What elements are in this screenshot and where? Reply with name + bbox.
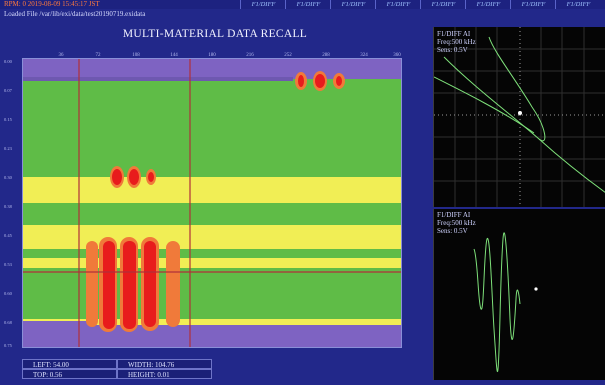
tab-channel-3[interactable]: F1/DIFF	[330, 0, 376, 9]
impedance-plane-scope[interactable]: F1/DIFF AI Freq:500 kHz Sens: 0.5V	[433, 27, 605, 207]
null-point-dot	[518, 111, 522, 115]
left-tick: 0.68	[4, 320, 12, 325]
left-tick: 0.07	[4, 88, 12, 93]
yellow-band-4	[23, 319, 401, 327]
top-tick: 288	[322, 53, 330, 58]
top-tick: 180	[208, 53, 216, 58]
tab-channel-8[interactable]: F1/DIFF	[555, 0, 601, 9]
left-tick: 0.75	[4, 343, 12, 348]
tab-channel-2[interactable]: F1/DIFF	[285, 0, 331, 9]
flaw-core	[129, 169, 139, 185]
tab-channel-7[interactable]: F1/DIFF	[510, 0, 556, 9]
flaw-core	[103, 241, 115, 329]
top-tick: 252	[284, 53, 292, 58]
c-scan-svg	[23, 59, 401, 347]
top-purple-band-edge	[23, 77, 293, 81]
yellow-band-3	[23, 258, 401, 268]
null-point-dot	[534, 287, 538, 291]
top-tick: 108	[132, 53, 140, 58]
rpm-timestamp-status: RPM: 0 2019-08-09 15:45:17 JST	[4, 0, 100, 8]
flaw-core	[148, 172, 154, 182]
bottom-purple-band	[23, 325, 401, 347]
flaw-core	[123, 241, 136, 329]
channel-tab-bar: F1/DIFF F1/DIFF F1/DIFF F1/DIFF F1/DIFF …	[240, 0, 605, 9]
flaw-core	[298, 75, 304, 87]
scope-top-svg	[433, 27, 605, 207]
readout-width: WIDTH: 104.76	[117, 359, 212, 369]
scope-bottom-freq: Freq:500 kHz	[437, 219, 476, 227]
flaw-core	[315, 74, 325, 88]
left-tick: 0.00	[4, 59, 12, 64]
flaw-core	[144, 241, 156, 327]
left-tick: 0.15	[4, 117, 12, 122]
left-tick: 0.38	[4, 204, 12, 209]
lissajous-trace-tail	[538, 138, 605, 193]
tab-channel-6[interactable]: F1/DIFF	[465, 0, 511, 9]
top-tick: 360	[393, 53, 401, 58]
tab-channel-1[interactable]: F1/DIFF	[240, 0, 286, 9]
top-tick: 36	[58, 53, 64, 58]
readout-height: HEIGHT: 0.01	[117, 369, 212, 379]
yellow-band-1	[23, 177, 401, 203]
left-tick: 0.23	[4, 146, 12, 151]
bottom-purple-band-step	[23, 321, 93, 327]
top-tick: 324	[360, 53, 368, 58]
lissajous-trace	[443, 36, 546, 142]
flaw-halo	[166, 241, 180, 327]
flaw-core	[336, 76, 342, 86]
strip-chart-scope[interactable]: F1/DIFF AI Freq:500 kHz Sens: 0.5V	[433, 209, 605, 380]
left-tick: 0.45	[4, 233, 12, 238]
loaded-file-path: Loaded File /var/lib/exi/data/test201907…	[4, 10, 146, 18]
waveform-trace	[473, 232, 521, 372]
page-title: MULTI-MATERIAL DATA RECALL	[122, 28, 308, 40]
c-scan-map[interactable]	[22, 58, 402, 348]
top-tick: 144	[170, 53, 178, 58]
lissajous-trace-2	[433, 76, 535, 134]
top-tick: 72	[95, 53, 101, 58]
scope-top-label: F1/DIFF AI	[437, 30, 471, 38]
left-tick: 0.30	[4, 175, 12, 180]
readout-top: TOP: 0.56	[22, 369, 117, 379]
top-tick: 216	[246, 53, 254, 58]
flaw-core	[112, 169, 122, 185]
flaw-halo	[86, 241, 98, 327]
yellow-band-2	[23, 225, 401, 249]
left-tick: 0.53	[4, 262, 12, 267]
tab-channel-5[interactable]: F1/DIFF	[420, 0, 466, 9]
left-tick: 0.60	[4, 291, 12, 296]
tab-channel-4[interactable]: F1/DIFF	[375, 0, 421, 9]
scope-bottom-svg	[473, 232, 538, 372]
scope-bottom-sens: Sens: 0.5V	[437, 227, 468, 235]
top-purple-band	[23, 59, 401, 79]
scope-top-sens: Sens: 0.5V	[437, 46, 468, 54]
top-status-bar	[0, 0, 605, 9]
scope-bottom-label: F1/DIFF AI	[437, 211, 471, 219]
readout-left: LEFT: 54.00	[22, 359, 117, 369]
scope-top-freq: Freq:500 kHz	[437, 38, 476, 46]
